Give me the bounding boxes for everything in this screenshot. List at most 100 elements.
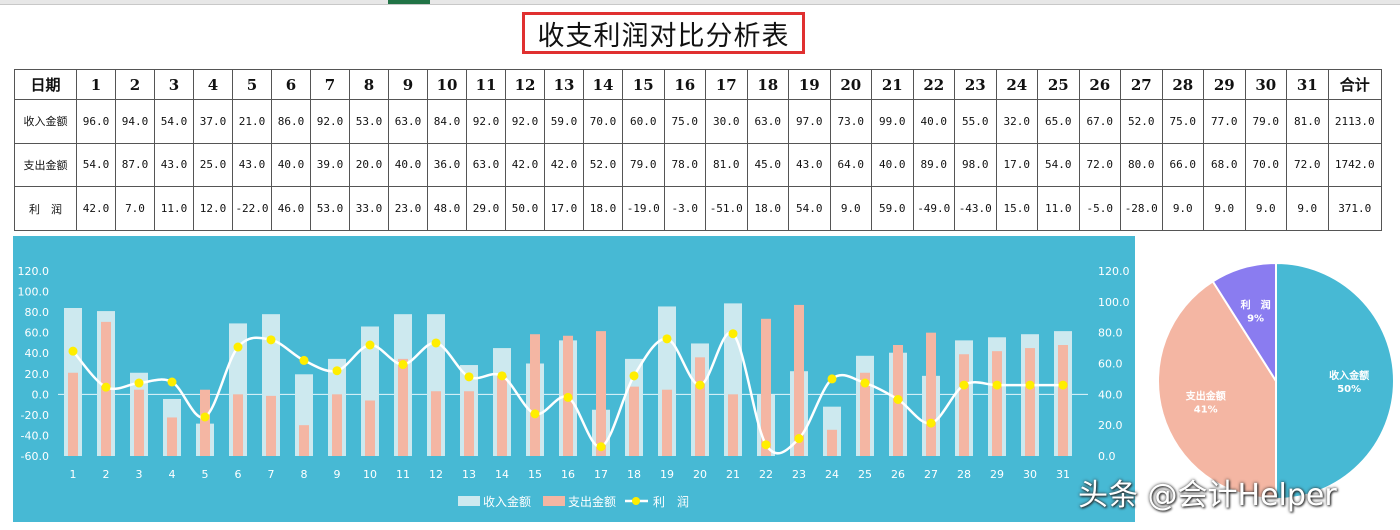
row-label-cell[interactable]: 支出金额 bbox=[14, 142, 77, 188]
value-cell[interactable]: 39.0 bbox=[310, 142, 350, 188]
day-header-cell[interactable]: 31 bbox=[1286, 69, 1329, 100]
value-cell[interactable]: 17.0 bbox=[544, 186, 584, 231]
value-cell[interactable]: 73.0 bbox=[829, 99, 872, 144]
value-cell[interactable]: 63.0 bbox=[466, 142, 506, 188]
day-header-cell[interactable]: 13 bbox=[544, 69, 584, 100]
value-cell[interactable]: 9.0 bbox=[1203, 186, 1246, 231]
day-header-cell[interactable]: 24 bbox=[995, 69, 1038, 100]
value-cell[interactable]: 59.0 bbox=[544, 99, 584, 144]
value-cell[interactable]: 7.0 bbox=[115, 186, 155, 231]
value-cell[interactable]: 86.0 bbox=[271, 99, 311, 144]
value-cell[interactable]: 18.0 bbox=[746, 186, 789, 231]
value-cell[interactable]: 18.0 bbox=[583, 186, 623, 231]
total-header-cell[interactable]: 合计 bbox=[1327, 69, 1382, 100]
total-cell[interactable]: 371.0 bbox=[1327, 186, 1382, 231]
value-cell[interactable]: 45.0 bbox=[746, 142, 789, 188]
day-header-cell[interactable]: 14 bbox=[583, 69, 623, 100]
total-cell[interactable]: 2113.0 bbox=[1327, 99, 1382, 144]
value-cell[interactable]: -5.0 bbox=[1078, 186, 1121, 231]
value-cell[interactable]: 63.0 bbox=[746, 99, 789, 144]
day-header-cell[interactable]: 21 bbox=[871, 69, 914, 100]
value-cell[interactable]: 59.0 bbox=[871, 186, 914, 231]
value-cell[interactable]: -28.0 bbox=[1120, 186, 1163, 231]
value-cell[interactable]: 46.0 bbox=[271, 186, 311, 231]
value-cell[interactable]: 36.0 bbox=[427, 142, 467, 188]
pie-chart[interactable]: 收入金额 50% 支出金额 41% 利 润 9% bbox=[1150, 246, 1400, 526]
value-cell[interactable]: 75.0 bbox=[1161, 99, 1204, 144]
value-cell[interactable]: 72.0 bbox=[1078, 142, 1121, 188]
value-cell[interactable]: 94.0 bbox=[115, 99, 155, 144]
value-cell[interactable]: 54.0 bbox=[76, 142, 116, 188]
day-header-cell[interactable]: 11 bbox=[466, 69, 506, 100]
value-cell[interactable]: 48.0 bbox=[427, 186, 467, 231]
day-header-cell[interactable]: 23 bbox=[954, 69, 997, 100]
row-label-cell[interactable]: 收入金额 bbox=[14, 99, 77, 144]
value-cell[interactable]: 63.0 bbox=[388, 99, 428, 144]
value-cell[interactable]: 64.0 bbox=[829, 142, 872, 188]
day-header-cell[interactable]: 6 bbox=[271, 69, 311, 100]
value-cell[interactable]: 79.0 bbox=[622, 142, 665, 188]
value-cell[interactable]: 40.0 bbox=[388, 142, 428, 188]
value-cell[interactable]: 89.0 bbox=[912, 142, 955, 188]
value-cell[interactable]: -43.0 bbox=[954, 186, 997, 231]
combo-chart[interactable]: 120.0 100.0 80.0 60.0 40.0 20.0 0.0 -20.0 -40.0-… bbox=[13, 236, 1135, 522]
value-cell[interactable]: 79.0 bbox=[1244, 99, 1287, 144]
value-cell[interactable]: 50.0 bbox=[505, 186, 545, 231]
value-cell[interactable]: 97.0 bbox=[788, 99, 831, 144]
header-label-cell[interactable]: 日期 bbox=[14, 69, 77, 100]
value-cell[interactable]: -19.0 bbox=[622, 186, 665, 231]
value-cell[interactable]: 12.0 bbox=[193, 186, 233, 231]
value-cell[interactable]: 9.0 bbox=[1286, 186, 1329, 231]
value-cell[interactable]: 40.0 bbox=[271, 142, 311, 188]
value-cell[interactable]: 9.0 bbox=[1161, 186, 1204, 231]
row-label-cell[interactable]: 利 润 bbox=[14, 186, 77, 231]
total-cell[interactable]: 1742.0 bbox=[1327, 142, 1382, 188]
value-cell[interactable]: 20.0 bbox=[349, 142, 389, 188]
value-cell[interactable]: 11.0 bbox=[1037, 186, 1080, 231]
value-cell[interactable]: 42.0 bbox=[505, 142, 545, 188]
value-cell[interactable]: 70.0 bbox=[1244, 142, 1287, 188]
value-cell[interactable]: 92.0 bbox=[310, 99, 350, 144]
day-header-cell[interactable]: 10 bbox=[427, 69, 467, 100]
value-cell[interactable]: 30.0 bbox=[705, 99, 748, 144]
value-cell[interactable]: 11.0 bbox=[154, 186, 194, 231]
value-cell[interactable]: 40.0 bbox=[871, 142, 914, 188]
value-cell[interactable]: 81.0 bbox=[705, 142, 748, 188]
day-header-cell[interactable]: 20 bbox=[829, 69, 872, 100]
value-cell[interactable]: 54.0 bbox=[788, 186, 831, 231]
value-cell[interactable]: 75.0 bbox=[663, 99, 706, 144]
day-header-cell[interactable]: 27 bbox=[1120, 69, 1163, 100]
value-cell[interactable]: 54.0 bbox=[154, 99, 194, 144]
value-cell[interactable]: 87.0 bbox=[115, 142, 155, 188]
value-cell[interactable]: 98.0 bbox=[954, 142, 997, 188]
value-cell[interactable]: 96.0 bbox=[76, 99, 116, 144]
value-cell[interactable]: 72.0 bbox=[1286, 142, 1329, 188]
value-cell[interactable]: 60.0 bbox=[622, 99, 665, 144]
value-cell[interactable]: 70.0 bbox=[583, 99, 623, 144]
value-cell[interactable]: 33.0 bbox=[349, 186, 389, 231]
day-header-cell[interactable]: 2 bbox=[115, 69, 155, 100]
value-cell[interactable]: 81.0 bbox=[1286, 99, 1329, 144]
day-header-cell[interactable]: 19 bbox=[788, 69, 831, 100]
value-cell[interactable]: 37.0 bbox=[193, 99, 233, 144]
value-cell[interactable]: 66.0 bbox=[1161, 142, 1204, 188]
day-header-cell[interactable]: 15 bbox=[622, 69, 665, 100]
day-header-cell[interactable]: 12 bbox=[505, 69, 545, 100]
day-header-cell[interactable]: 3 bbox=[154, 69, 194, 100]
value-cell[interactable]: 53.0 bbox=[310, 186, 350, 231]
value-cell[interactable]: 42.0 bbox=[76, 186, 116, 231]
day-header-cell[interactable]: 9 bbox=[388, 69, 428, 100]
value-cell[interactable]: 23.0 bbox=[388, 186, 428, 231]
day-header-cell[interactable]: 30 bbox=[1244, 69, 1287, 100]
value-cell[interactable]: 65.0 bbox=[1037, 99, 1080, 144]
day-header-cell[interactable]: 17 bbox=[705, 69, 748, 100]
day-header-cell[interactable]: 18 bbox=[746, 69, 789, 100]
value-cell[interactable]: 92.0 bbox=[466, 99, 506, 144]
day-header-cell[interactable]: 26 bbox=[1078, 69, 1121, 100]
value-cell[interactable]: 53.0 bbox=[349, 99, 389, 144]
value-cell[interactable]: -49.0 bbox=[912, 186, 955, 231]
value-cell[interactable]: 84.0 bbox=[427, 99, 467, 144]
value-cell[interactable]: 52.0 bbox=[1120, 99, 1163, 144]
value-cell[interactable]: 40.0 bbox=[912, 99, 955, 144]
value-cell[interactable]: 42.0 bbox=[544, 142, 584, 188]
